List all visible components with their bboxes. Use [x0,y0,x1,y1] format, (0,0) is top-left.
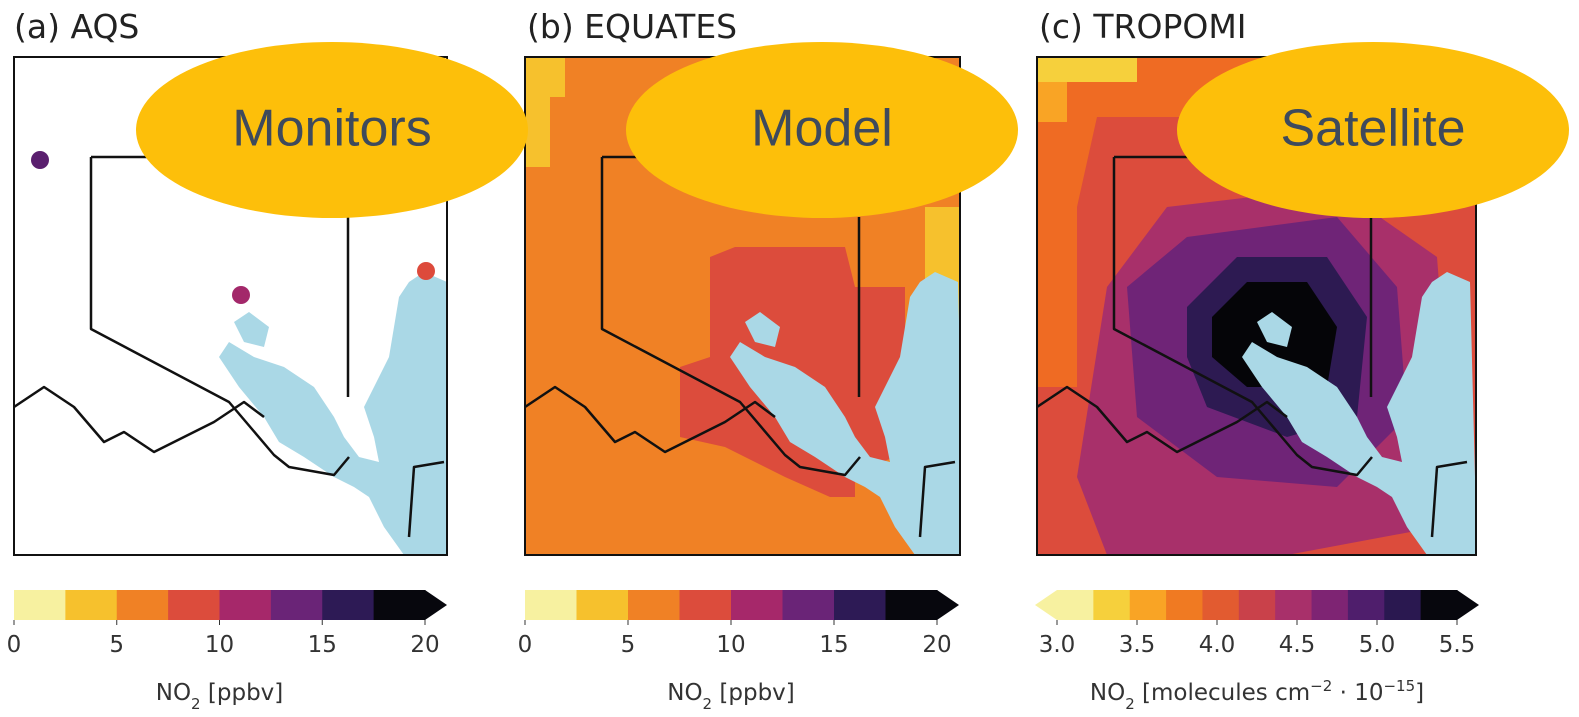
colorbar-segment [680,590,732,620]
colorbar-segment [117,590,169,620]
colorbar-segment [1057,590,1094,620]
colorbar-tick-label: 4.0 [1199,632,1236,658]
colorbar-segment [271,590,323,620]
colorbar-segment [1093,590,1130,620]
colorbar-tick-label: 5 [109,632,124,658]
label-part: · 10 [1332,680,1383,706]
colorbar-segment [783,590,835,620]
colorbar-segment [628,590,680,620]
colorbar-segment [220,590,272,620]
colorbar-segment [1384,590,1421,620]
colorbar-segment [731,590,783,620]
label-text: Monitors [232,100,431,158]
colorbar-tick-label: 3.5 [1119,632,1156,658]
colorbar-tick-label: 5.0 [1359,632,1396,658]
monitor [417,262,435,280]
colorbar-tick-label: 10 [205,632,234,658]
colorbar-label: NO2 [ppbv] [156,680,284,713]
label-part: [ppbv] [201,680,284,706]
colorbar-label: NO2 [ppbv] [667,680,795,713]
label-part: NO [1090,680,1125,706]
label-part: 2 [1125,695,1135,713]
colorbar-extend [1457,590,1479,620]
label-part: [molecules cm [1135,680,1310,706]
colorbar-tick-label: 10 [716,632,745,658]
colorbar-tick-label: 3.0 [1039,632,1076,658]
label-part: 2 [191,695,201,713]
label-text: Model [751,100,893,158]
colorbar-extend [425,590,447,620]
colorbar-tick-label: 0 [518,632,533,658]
label-text: Satellite [1281,100,1466,158]
colorbar-segment [834,590,886,620]
figure: (a) AQS (b) EQUATES (c) TROPOMI Monitors… [0,0,1579,717]
label-part: NO [156,680,191,706]
colorbar-segment [374,590,426,620]
colorbar-tick-label: 15 [308,632,337,658]
colorbar-extend [1035,590,1057,620]
colorbar-tick-label: 4.5 [1279,632,1316,658]
label-part: −2 [1310,677,1332,695]
colorbar-segment [322,590,374,620]
colorbar-segment [577,590,629,620]
panel-title: (c) TROPOMI [1039,7,1247,46]
colorbar-segment [886,590,938,620]
colorbar-segment [168,590,220,620]
colorbar-segment [1202,590,1239,620]
label-part: 2 [703,695,713,713]
colorbar-segment [1348,590,1385,620]
colorbar-tick-label: 5.5 [1439,632,1476,658]
panel-title: (b) EQUATES [527,7,737,46]
colorbar-segment [1312,590,1349,620]
colorbar-segment [1239,590,1276,620]
colorbar-tick-label: 20 [410,632,439,658]
monitor [31,151,49,169]
colorbar-segment [1421,590,1458,620]
colorbar-tick-label: 5 [621,632,636,658]
colorbar-tick-label: 15 [819,632,848,658]
monitor [232,286,250,304]
colorbar-segment [65,590,117,620]
label-part: NO [667,680,702,706]
colorbar-segment [1275,590,1312,620]
label-part: ] [1415,680,1424,706]
colorbar-segment [1166,590,1203,620]
label-part: −15 [1383,677,1415,695]
label-part: [ppbv] [712,680,795,706]
panel-title: (a) AQS [14,7,139,46]
colorbar-label: NO2 [molecules cm−2 · 10−15] [1090,677,1424,713]
colorbar-segment [525,590,577,620]
colorbar-tick-label: 0 [7,632,22,658]
colorbar-extend [937,590,959,620]
colorbar-tick-label: 20 [922,632,951,658]
colorbar-segment [14,590,66,620]
colorbar-segment [1130,590,1167,620]
